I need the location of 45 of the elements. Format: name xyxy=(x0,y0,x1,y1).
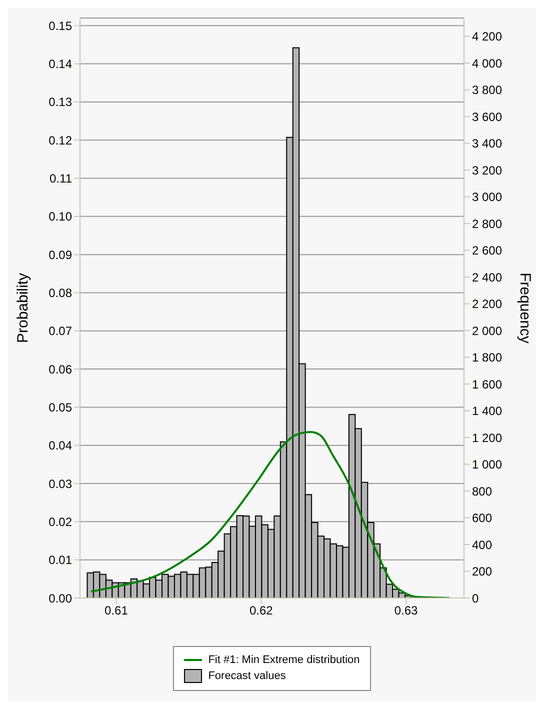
y2-tick-label: 600 xyxy=(472,511,492,526)
y2-tick-label: 1 400 xyxy=(472,404,502,418)
y2-tick-label: 2 200 xyxy=(472,297,502,312)
y-tick-label: 0.06 xyxy=(48,362,72,376)
y-tick-label: 0.04 xyxy=(48,438,72,453)
y-tick-label: 0.02 xyxy=(48,514,72,529)
y-tick-label: 0.03 xyxy=(48,476,72,491)
y-tick-label: 0.14 xyxy=(48,57,72,72)
legend-label: Forecast values xyxy=(208,670,286,682)
y2-tick-label: 4 200 xyxy=(472,30,502,44)
y2-tick-label: 3 600 xyxy=(472,110,502,124)
y-tick-label: 0.12 xyxy=(48,133,72,148)
y2-tick-label: 2 000 xyxy=(472,324,502,338)
y2-tick-label: 200 xyxy=(472,564,492,579)
y2-tick-label: 3 200 xyxy=(472,163,502,178)
y2-tick-label: 3 400 xyxy=(472,136,502,151)
x-tick-label: 0.62 xyxy=(249,604,274,618)
y2-tick-label: 400 xyxy=(472,538,492,552)
y2-tick-label: 2 600 xyxy=(472,244,502,258)
y-tick-label: 0.07 xyxy=(48,324,72,338)
y2-axis-title: Frequency xyxy=(516,272,534,344)
y-axis-title: Probability xyxy=(14,272,32,344)
y2-tick-label: 2 800 xyxy=(472,216,502,231)
y-tick-label: 0.01 xyxy=(48,553,72,568)
y-tick-label: 0.00 xyxy=(48,591,72,606)
y-tick-label: 0.10 xyxy=(48,210,72,224)
y2-tick-label: 0 xyxy=(472,591,479,606)
x-tick-label: 0.63 xyxy=(394,604,418,618)
y2-tick-label: 1 800 xyxy=(472,350,502,365)
y-tick-label: 0.05 xyxy=(48,400,72,414)
y2-tick-label: 2 400 xyxy=(472,270,502,284)
y2-tick-label: 1 000 xyxy=(472,458,502,472)
y2-tick-label: 4 000 xyxy=(472,56,502,70)
y-tick-label: 0.09 xyxy=(48,248,72,262)
y-tick-label: 0.08 xyxy=(48,286,72,300)
y-tick-label: 0.11 xyxy=(50,172,72,186)
y-tick-label: 0.15 xyxy=(48,18,72,33)
y2-tick-label: 1 600 xyxy=(472,377,502,392)
x-tick-label: 0.61 xyxy=(104,604,128,618)
y-tick-label: 0.13 xyxy=(48,95,72,110)
y2-tick-label: 3 800 xyxy=(472,83,502,98)
y2-tick-label: 1 200 xyxy=(472,430,502,445)
legend-label: Fit #1: Min Extreme distribution xyxy=(208,654,360,666)
y2-tick-label: 3 000 xyxy=(472,190,502,204)
y2-tick-label: 800 xyxy=(472,484,492,498)
